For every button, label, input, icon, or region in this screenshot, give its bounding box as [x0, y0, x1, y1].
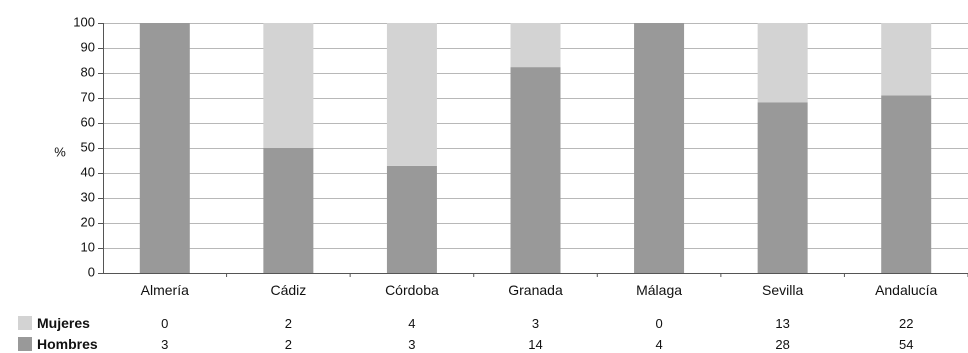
- mujeres-value: 4: [408, 316, 415, 331]
- y-tick-label: 30: [81, 189, 95, 204]
- hombres-value: 2: [285, 337, 292, 352]
- bar-hombres-3: [510, 67, 561, 273]
- category-label: Córdoba: [385, 282, 439, 298]
- mujeres-value: 22: [899, 316, 913, 331]
- bar-hombres-0: [139, 23, 190, 273]
- bar-hombres-5: [757, 102, 808, 273]
- y-tick-label: 80: [81, 64, 95, 79]
- category-label: Almería: [141, 282, 189, 298]
- hombres-value: 28: [775, 337, 789, 352]
- bar-mujeres-1: [263, 23, 314, 148]
- category-label: Cádiz: [270, 282, 306, 298]
- bar-hombres-2: [386, 165, 437, 273]
- y-tick-label: 10: [81, 239, 95, 254]
- bar-mujeres-6: [881, 23, 932, 96]
- legend-swatch-hombres: [18, 337, 32, 351]
- y-tick-label: 50: [81, 139, 95, 154]
- axes: 0 10 20 30 40 50 60 70 80 90 100 Almería Cádiz Córdob…: [73, 14, 968, 298]
- y-tick-label: 90: [81, 39, 95, 54]
- category-label: Andalucía: [875, 282, 937, 298]
- bar-hombres-1: [263, 148, 314, 273]
- legend-swatch-mujeres: [18, 316, 32, 330]
- mujeres-value: 0: [161, 316, 168, 331]
- bar-mujeres-5: [757, 23, 808, 103]
- y-axis-label: %: [54, 144, 66, 159]
- bar-mujeres-3: [510, 23, 561, 68]
- hombres-value: 54: [899, 337, 913, 352]
- category-label: Sevilla: [762, 282, 803, 298]
- hombres-value: 3: [408, 337, 415, 352]
- mujeres-value: 0: [655, 316, 662, 331]
- hombres-value: 14: [528, 337, 542, 352]
- bars: [139, 23, 932, 273]
- hombres-value: 3: [161, 337, 168, 352]
- y-tick-label: 60: [81, 114, 95, 129]
- y-tick-label: 70: [81, 89, 95, 104]
- y-tick-label: 0: [88, 264, 95, 279]
- y-tick-label: 40: [81, 164, 95, 179]
- legend-label-mujeres: Mujeres: [37, 315, 90, 331]
- y-tick-label: 20: [81, 214, 95, 229]
- hombres-value: 4: [655, 337, 662, 352]
- category-label: Granada: [508, 282, 563, 298]
- bar-hombres-4: [634, 23, 685, 273]
- mujeres-value: 2: [285, 316, 292, 331]
- legend-label-hombres: Hombres: [37, 336, 98, 352]
- mujeres-value: 3: [532, 316, 539, 331]
- bar-hombres-6: [881, 95, 932, 273]
- category-label: Málaga: [636, 282, 682, 298]
- bar-mujeres-2: [386, 23, 437, 166]
- mujeres-value: 13: [775, 316, 789, 331]
- y-tick-label: 100: [73, 14, 95, 29]
